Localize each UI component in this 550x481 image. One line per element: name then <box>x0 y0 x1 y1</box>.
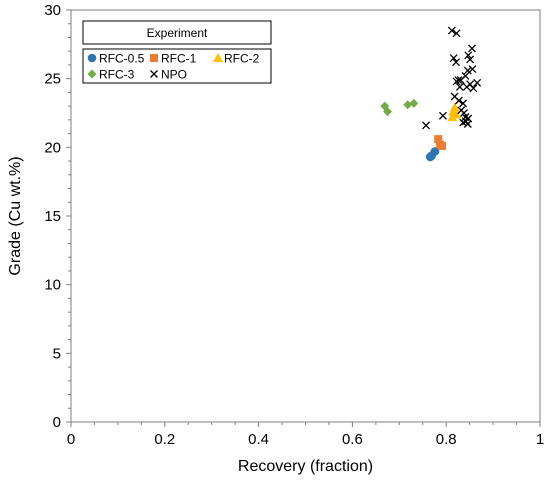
data-point-npo <box>422 121 430 130</box>
x-axis-label: Recovery (fraction) <box>238 458 373 475</box>
x-marker-stroke <box>461 71 470 80</box>
x-tick-label: 0.6 <box>342 431 363 448</box>
x-marker-stroke <box>459 99 468 108</box>
x-marker-stroke <box>464 114 473 123</box>
data-point-npo <box>469 84 478 93</box>
legend-label-rfc-0-5: RFC-0.5 <box>99 52 145 66</box>
y-tick-label: 10 <box>44 277 61 294</box>
y-axis-label: Grade (Cu wt.%) <box>7 156 24 275</box>
data-point-npo <box>452 58 461 67</box>
x-tick-label: 0.8 <box>436 431 457 448</box>
x-marker-stroke <box>468 44 476 53</box>
y-tick-label: 30 <box>44 2 61 19</box>
legend-label-rfc-3: RFC-3 <box>99 68 135 82</box>
x-marker-stroke <box>463 120 472 128</box>
y-tick-label: 25 <box>44 71 61 88</box>
y-tick-label: 5 <box>53 345 61 362</box>
x-marker-stroke <box>452 58 461 67</box>
y-tick-label: 15 <box>44 208 61 225</box>
legend-marker-rfc-3 <box>87 69 97 79</box>
x-marker-stroke <box>447 26 456 35</box>
x-marker-stroke <box>454 96 463 105</box>
legend-marker-rfc-2 <box>213 53 223 62</box>
legend-label-rfc-1: RFC-1 <box>161 52 197 66</box>
data-point-npo <box>464 51 473 60</box>
y-tick-label: 20 <box>44 139 61 156</box>
legend-label-rfc-2: RFC-2 <box>224 52 260 66</box>
data-point-npo <box>447 26 456 35</box>
data-point-rfc-2 <box>449 102 460 112</box>
data-point-npo <box>459 99 468 108</box>
y-tick-label: 0 <box>53 414 61 431</box>
data-point-rfc-1 <box>437 141 446 150</box>
data-point-rfc-3 <box>403 100 413 110</box>
x-marker-stroke <box>450 92 459 101</box>
x-marker-stroke <box>150 70 158 78</box>
data-point-npo <box>463 66 472 75</box>
x-marker-stroke <box>452 29 461 38</box>
data-point-npo <box>454 96 463 105</box>
data-point-npo <box>452 77 461 86</box>
legend-title-box <box>82 20 272 45</box>
x-tick-label: 0.2 <box>154 431 175 448</box>
x-tick-label: 0 <box>67 431 75 448</box>
x-tick-label: 1 <box>536 431 544 448</box>
data-point-npo <box>455 82 464 91</box>
x-marker-stroke <box>473 78 482 87</box>
legend-marker-npo <box>150 70 158 78</box>
x-marker-stroke <box>460 109 468 117</box>
data-point-npo <box>468 44 476 53</box>
x-marker-stroke <box>449 54 458 63</box>
x-marker-stroke <box>464 51 473 60</box>
x-marker-stroke <box>466 80 475 89</box>
data-point-npo <box>468 65 477 74</box>
x-marker-stroke <box>468 65 477 74</box>
data-point-npo <box>438 111 447 120</box>
legend-title: Experiment <box>147 26 208 40</box>
data-point-npo <box>463 120 472 128</box>
data-point-rfc-2 <box>451 109 462 119</box>
x-tick-label: 0.4 <box>248 431 269 448</box>
x-marker-stroke <box>452 77 461 86</box>
data-point-npo <box>473 78 482 87</box>
data-point-npo <box>461 71 470 80</box>
x-marker-stroke <box>455 82 464 91</box>
data-point-npo <box>449 54 458 63</box>
data-point-rfc-1 <box>434 135 443 144</box>
legend-marker-rfc-1 <box>150 54 158 62</box>
data-point-rfc-0-5 <box>430 147 440 156</box>
data-point-rfc-3 <box>383 107 393 117</box>
data-point-rfc-3 <box>409 98 419 108</box>
x-marker-stroke <box>466 55 475 64</box>
x-marker-stroke <box>469 84 478 93</box>
legend-marker-rfc-0-5 <box>87 53 97 63</box>
data-point-npo <box>452 29 461 38</box>
x-marker-stroke <box>438 111 447 120</box>
data-marks <box>380 26 482 162</box>
data-point-npo <box>466 55 475 64</box>
legend-label-npo: NPO <box>161 68 187 82</box>
legend-box <box>82 48 272 84</box>
x-marker-stroke <box>422 121 430 130</box>
x-marker-stroke <box>463 66 472 75</box>
x-marker-stroke <box>461 113 470 122</box>
